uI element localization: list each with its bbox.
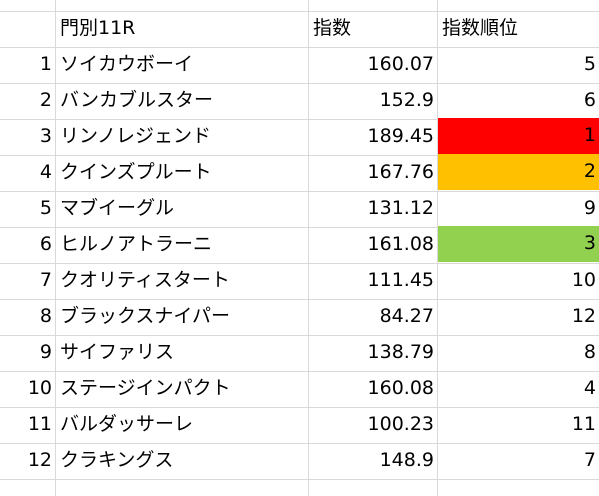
cell-index-rank[interactable]: 2 [438, 154, 599, 190]
cell-index-rank[interactable]: 9 [583, 197, 596, 219]
header-cell-name[interactable]: 門別11R [60, 17, 136, 39]
table-row: 3 リンノレジェンド 189.45 1 [0, 118, 599, 155]
cell-index-rank[interactable]: 4 [583, 377, 596, 399]
cell-row-number[interactable]: 1 [39, 53, 52, 75]
cell-horse-name[interactable]: リンノレジェンド [60, 125, 212, 147]
cell-index-value[interactable]: 138.79 [367, 341, 434, 363]
cell-horse-name[interactable]: ヒルノアトラーニ [60, 233, 213, 255]
table-row: 4 クインズプルート 167.76 2 [0, 154, 599, 191]
cell-horse-name[interactable]: バンカブルスター [60, 89, 213, 111]
cell-horse-name[interactable]: ブラックスナイパー [60, 305, 231, 327]
cell-horse-name[interactable]: ソイカウボーイ [60, 53, 194, 75]
table-row: 10 ステージインパクト 160.08 4 [0, 371, 599, 407]
cell-row-number[interactable]: 5 [39, 197, 52, 219]
table-row: 5 マブイーグル 131.12 9 [0, 191, 599, 227]
cell-horse-name[interactable]: ステージインパクト [60, 377, 231, 399]
cell-index-value[interactable]: 161.08 [367, 233, 434, 255]
cell-index-value[interactable]: 160.07 [367, 53, 434, 75]
header-cell-index[interactable]: 指数 [313, 17, 352, 39]
column-divider [308, 0, 309, 496]
header-cell-row-label[interactable] [0, 11, 55, 46]
cell-index-rank[interactable]: 10 [571, 269, 596, 291]
cell-row-number[interactable]: 11 [27, 413, 52, 435]
cell-index-value[interactable]: 160.08 [367, 377, 434, 399]
table-row: 2 バンカブルスター 152.9 6 [0, 83, 599, 119]
cell-index-rank[interactable]: 5 [583, 53, 596, 75]
cell-horse-name[interactable]: サイファリス [60, 341, 175, 363]
table-row: 11 バルダッサーレ 100.23 11 [0, 407, 599, 443]
cell-horse-name[interactable]: マブイーグル [60, 197, 175, 219]
cell-row-number[interactable]: 9 [39, 341, 52, 363]
cell-row-number[interactable]: 10 [27, 377, 52, 399]
cell-horse-name[interactable]: クラキングス [60, 449, 174, 471]
cell-row-number[interactable]: 2 [39, 89, 52, 111]
cell-index-value[interactable]: 84.27 [379, 305, 434, 327]
table-row: 1 ソイカウボーイ 160.07 5 [0, 47, 599, 83]
table-row: 12 クラキングス 148.9 7 [0, 443, 599, 479]
cell-index-value[interactable]: 131.12 [367, 197, 434, 219]
cell-horse-name[interactable]: バルダッサーレ [60, 413, 194, 435]
cell-index-rank[interactable]: 6 [583, 89, 596, 111]
cell-index-value[interactable]: 148.9 [379, 449, 434, 471]
cell-row-number[interactable]: 7 [39, 269, 52, 291]
cell-row-number[interactable]: 8 [39, 305, 52, 327]
header-row: 門別11R 指数 指数順位 [0, 11, 599, 47]
cell-index-value[interactable]: 167.76 [367, 161, 434, 183]
cell-row-number[interactable]: 12 [27, 449, 52, 471]
cell-index-rank[interactable]: 12 [571, 305, 596, 327]
cell-row-number[interactable]: 4 [39, 161, 52, 183]
table-row: 8 ブラックスナイパー 84.27 12 [0, 299, 599, 335]
column-divider [55, 0, 56, 496]
cell-index-rank[interactable]: 3 [438, 226, 599, 262]
cell-row-number[interactable]: 6 [39, 233, 52, 255]
cell-index-value[interactable]: 111.45 [367, 269, 434, 291]
cell-index-value[interactable]: 152.9 [379, 89, 434, 111]
column-divider [437, 0, 438, 496]
cell-index-rank[interactable]: 7 [583, 449, 596, 471]
table-row: 9 サイファリス 138.79 8 [0, 335, 599, 371]
header-cell-rank[interactable]: 指数順位 [442, 17, 519, 39]
cell-index-rank[interactable]: 8 [583, 341, 596, 363]
table-row: 7 クオリティスタート 111.45 10 [0, 263, 599, 299]
cell-index-value[interactable]: 189.45 [367, 125, 434, 147]
cell-row-number[interactable]: 3 [39, 125, 52, 147]
cell-index-rank[interactable]: 1 [438, 118, 599, 154]
cell-index-rank[interactable]: 11 [571, 413, 596, 435]
cell-horse-name[interactable]: クオリティスタート [60, 269, 230, 291]
cell-horse-name[interactable]: クインズプルート [60, 161, 212, 183]
cell-index-value[interactable]: 100.23 [367, 413, 434, 435]
table-row: 6 ヒルノアトラーニ 161.08 3 [0, 226, 599, 263]
